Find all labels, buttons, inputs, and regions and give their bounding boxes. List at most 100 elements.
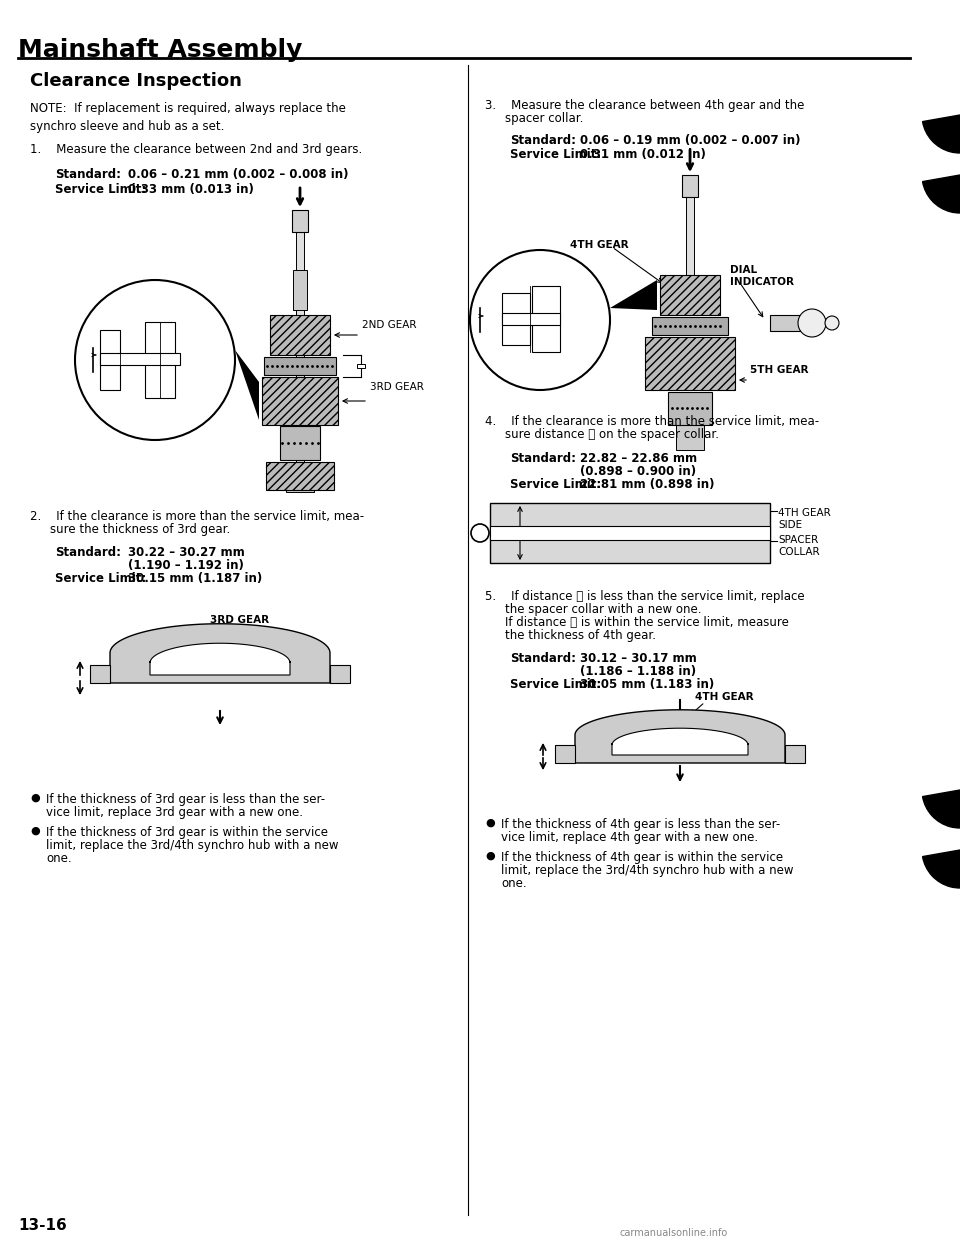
Polygon shape [110,623,330,683]
Bar [502,313,560,325]
Text: 2.    If the clearance is more than the service limit, mea-: 2. If the clearance is more than the ser… [30,510,364,523]
Circle shape [798,309,826,337]
Text: spacer collar.: spacer collar. [505,112,584,125]
Text: SPACER
COLLAR: SPACER COLLAR [778,535,820,558]
Circle shape [471,524,489,542]
Text: Standard:: Standard: [55,546,121,559]
Text: Service Limit:: Service Limit: [510,678,601,691]
Bar [270,315,330,355]
Text: 22.81 mm (0.898 in): 22.81 mm (0.898 in) [580,478,714,491]
Text: limit, replace the 3rd/4th synchro hub with a new: limit, replace the 3rd/4th synchro hub w… [46,840,339,852]
Text: Service Limit:: Service Limit: [510,478,601,491]
Bar [145,322,175,397]
Bar [293,270,307,310]
Bar [502,293,530,345]
Wedge shape [923,175,960,212]
Text: If distance Ⓐ is within the service limit, measure: If distance Ⓐ is within the service limi… [505,616,789,628]
Text: 3.    Measure the clearance between 4th gear and the: 3. Measure the clearance between 4th gea… [485,99,804,112]
Polygon shape [150,643,290,674]
Text: 2ND GEAR: 2ND GEAR [362,320,417,330]
Bar [660,274,720,315]
Text: sure distance Ⓐ on the spacer collar.: sure distance Ⓐ on the spacer collar. [505,428,719,441]
Bar [292,210,308,232]
Text: 30.22 – 30.27 mm: 30.22 – 30.27 mm [128,546,245,559]
Bar [682,175,698,197]
Bar [262,378,338,425]
Text: NOTE:  If replacement is required, always replace the
synchro sleeve and hub as : NOTE: If replacement is required, always… [30,102,346,133]
Text: 30.12 – 30.17 mm: 30.12 – 30.17 mm [580,652,697,664]
Text: the spacer collar with a new one.: the spacer collar with a new one. [505,604,702,616]
Text: ●: ● [485,851,494,861]
Text: Service Limit:: Service Limit: [510,148,601,161]
Bar [296,232,304,491]
Text: DIAL
INDICATOR: DIAL INDICATOR [730,265,794,287]
Text: 0.33 mm (0.013 in): 0.33 mm (0.013 in) [128,183,253,196]
Text: 0.06 – 0.19 mm (0.002 – 0.007 in): 0.06 – 0.19 mm (0.002 – 0.007 in) [580,134,801,147]
Text: one.: one. [46,852,72,864]
Text: If the thickness of 3rd gear is within the service: If the thickness of 3rd gear is within t… [46,826,328,840]
Bar [668,392,712,425]
Text: limit, replace the 3rd/4th synchro hub with a new: limit, replace the 3rd/4th synchro hub w… [501,864,794,877]
Text: ●: ● [30,792,39,804]
Text: Standard:: Standard: [55,168,121,181]
Text: the thickness of 4th gear.: the thickness of 4th gear. [505,628,656,642]
Text: Mainshaft Assembly: Mainshaft Assembly [18,39,302,62]
Text: 22.82 – 22.86 mm: 22.82 – 22.86 mm [580,452,697,465]
Text: one.: one. [501,877,527,891]
Bar [645,337,735,390]
Bar [652,317,728,335]
Bar [90,664,110,683]
Polygon shape [575,710,785,763]
Bar [100,353,180,365]
Circle shape [825,315,839,330]
Text: (1.186 – 1.188 in): (1.186 – 1.188 in) [580,664,696,678]
Wedge shape [923,116,960,153]
Text: 3RD GEAR: 3RD GEAR [370,383,424,392]
Text: ●: ● [485,818,494,828]
Bar [490,503,770,563]
Text: Clearance Inspection: Clearance Inspection [30,72,242,89]
Text: 30.05 mm (1.183 in): 30.05 mm (1.183 in) [580,678,714,691]
Text: (0.898 – 0.900 in): (0.898 – 0.900 in) [580,465,696,478]
Text: 0.31 mm (0.012 in): 0.31 mm (0.012 in) [580,148,706,161]
Text: carmanualsonline.info: carmanualsonline.info [620,1228,729,1238]
Text: Standard:: Standard: [510,134,576,147]
Bar [286,491,314,492]
Text: If the thickness of 4th gear is within the service: If the thickness of 4th gear is within t… [501,851,783,864]
Bar [266,462,334,491]
Bar [686,195,694,274]
Text: ●: ● [30,826,39,836]
Bar [280,426,320,460]
Text: If the thickness of 4th gear is less than the ser-: If the thickness of 4th gear is less tha… [501,818,780,831]
Text: 1.    Measure the clearance between 2nd and 3rd gears.: 1. Measure the clearance between 2nd and… [30,143,362,156]
Text: vice limit, replace 4th gear with a new one.: vice limit, replace 4th gear with a new … [501,831,758,845]
Text: 4TH GEAR
SIDE: 4TH GEAR SIDE [778,508,830,530]
Text: 5.    If distance Ⓐ is less than the service limit, replace: 5. If distance Ⓐ is less than the servic… [485,590,804,604]
Polygon shape [235,350,259,420]
Bar [490,527,770,540]
Text: 13-16: 13-16 [18,1218,67,1233]
Text: 0.06 – 0.21 mm (0.002 – 0.008 in): 0.06 – 0.21 mm (0.002 – 0.008 in) [128,168,348,181]
Bar [532,286,560,351]
Text: 4TH GEAR: 4TH GEAR [695,692,754,702]
Text: Standard:: Standard: [510,452,576,465]
Bar [676,425,704,450]
Text: If the thickness of 3rd gear is less than the ser-: If the thickness of 3rd gear is less tha… [46,792,325,806]
Bar [785,745,805,763]
Polygon shape [610,279,657,310]
Bar [330,664,350,683]
Text: 3RD GEAR: 3RD GEAR [210,615,269,625]
Text: Service Limit:: Service Limit: [55,573,146,585]
Wedge shape [923,850,960,888]
Text: 5TH GEAR: 5TH GEAR [750,365,808,375]
Bar [264,356,336,375]
Text: 30.15 mm (1.187 in): 30.15 mm (1.187 in) [128,573,262,585]
Wedge shape [923,790,960,828]
Bar [555,745,575,763]
Text: Service Limit:: Service Limit: [55,183,146,196]
Polygon shape [612,728,748,755]
Text: (1.190 – 1.192 in): (1.190 – 1.192 in) [128,559,244,573]
Bar [770,315,800,332]
Bar [357,364,365,368]
Text: A: A [476,528,484,538]
